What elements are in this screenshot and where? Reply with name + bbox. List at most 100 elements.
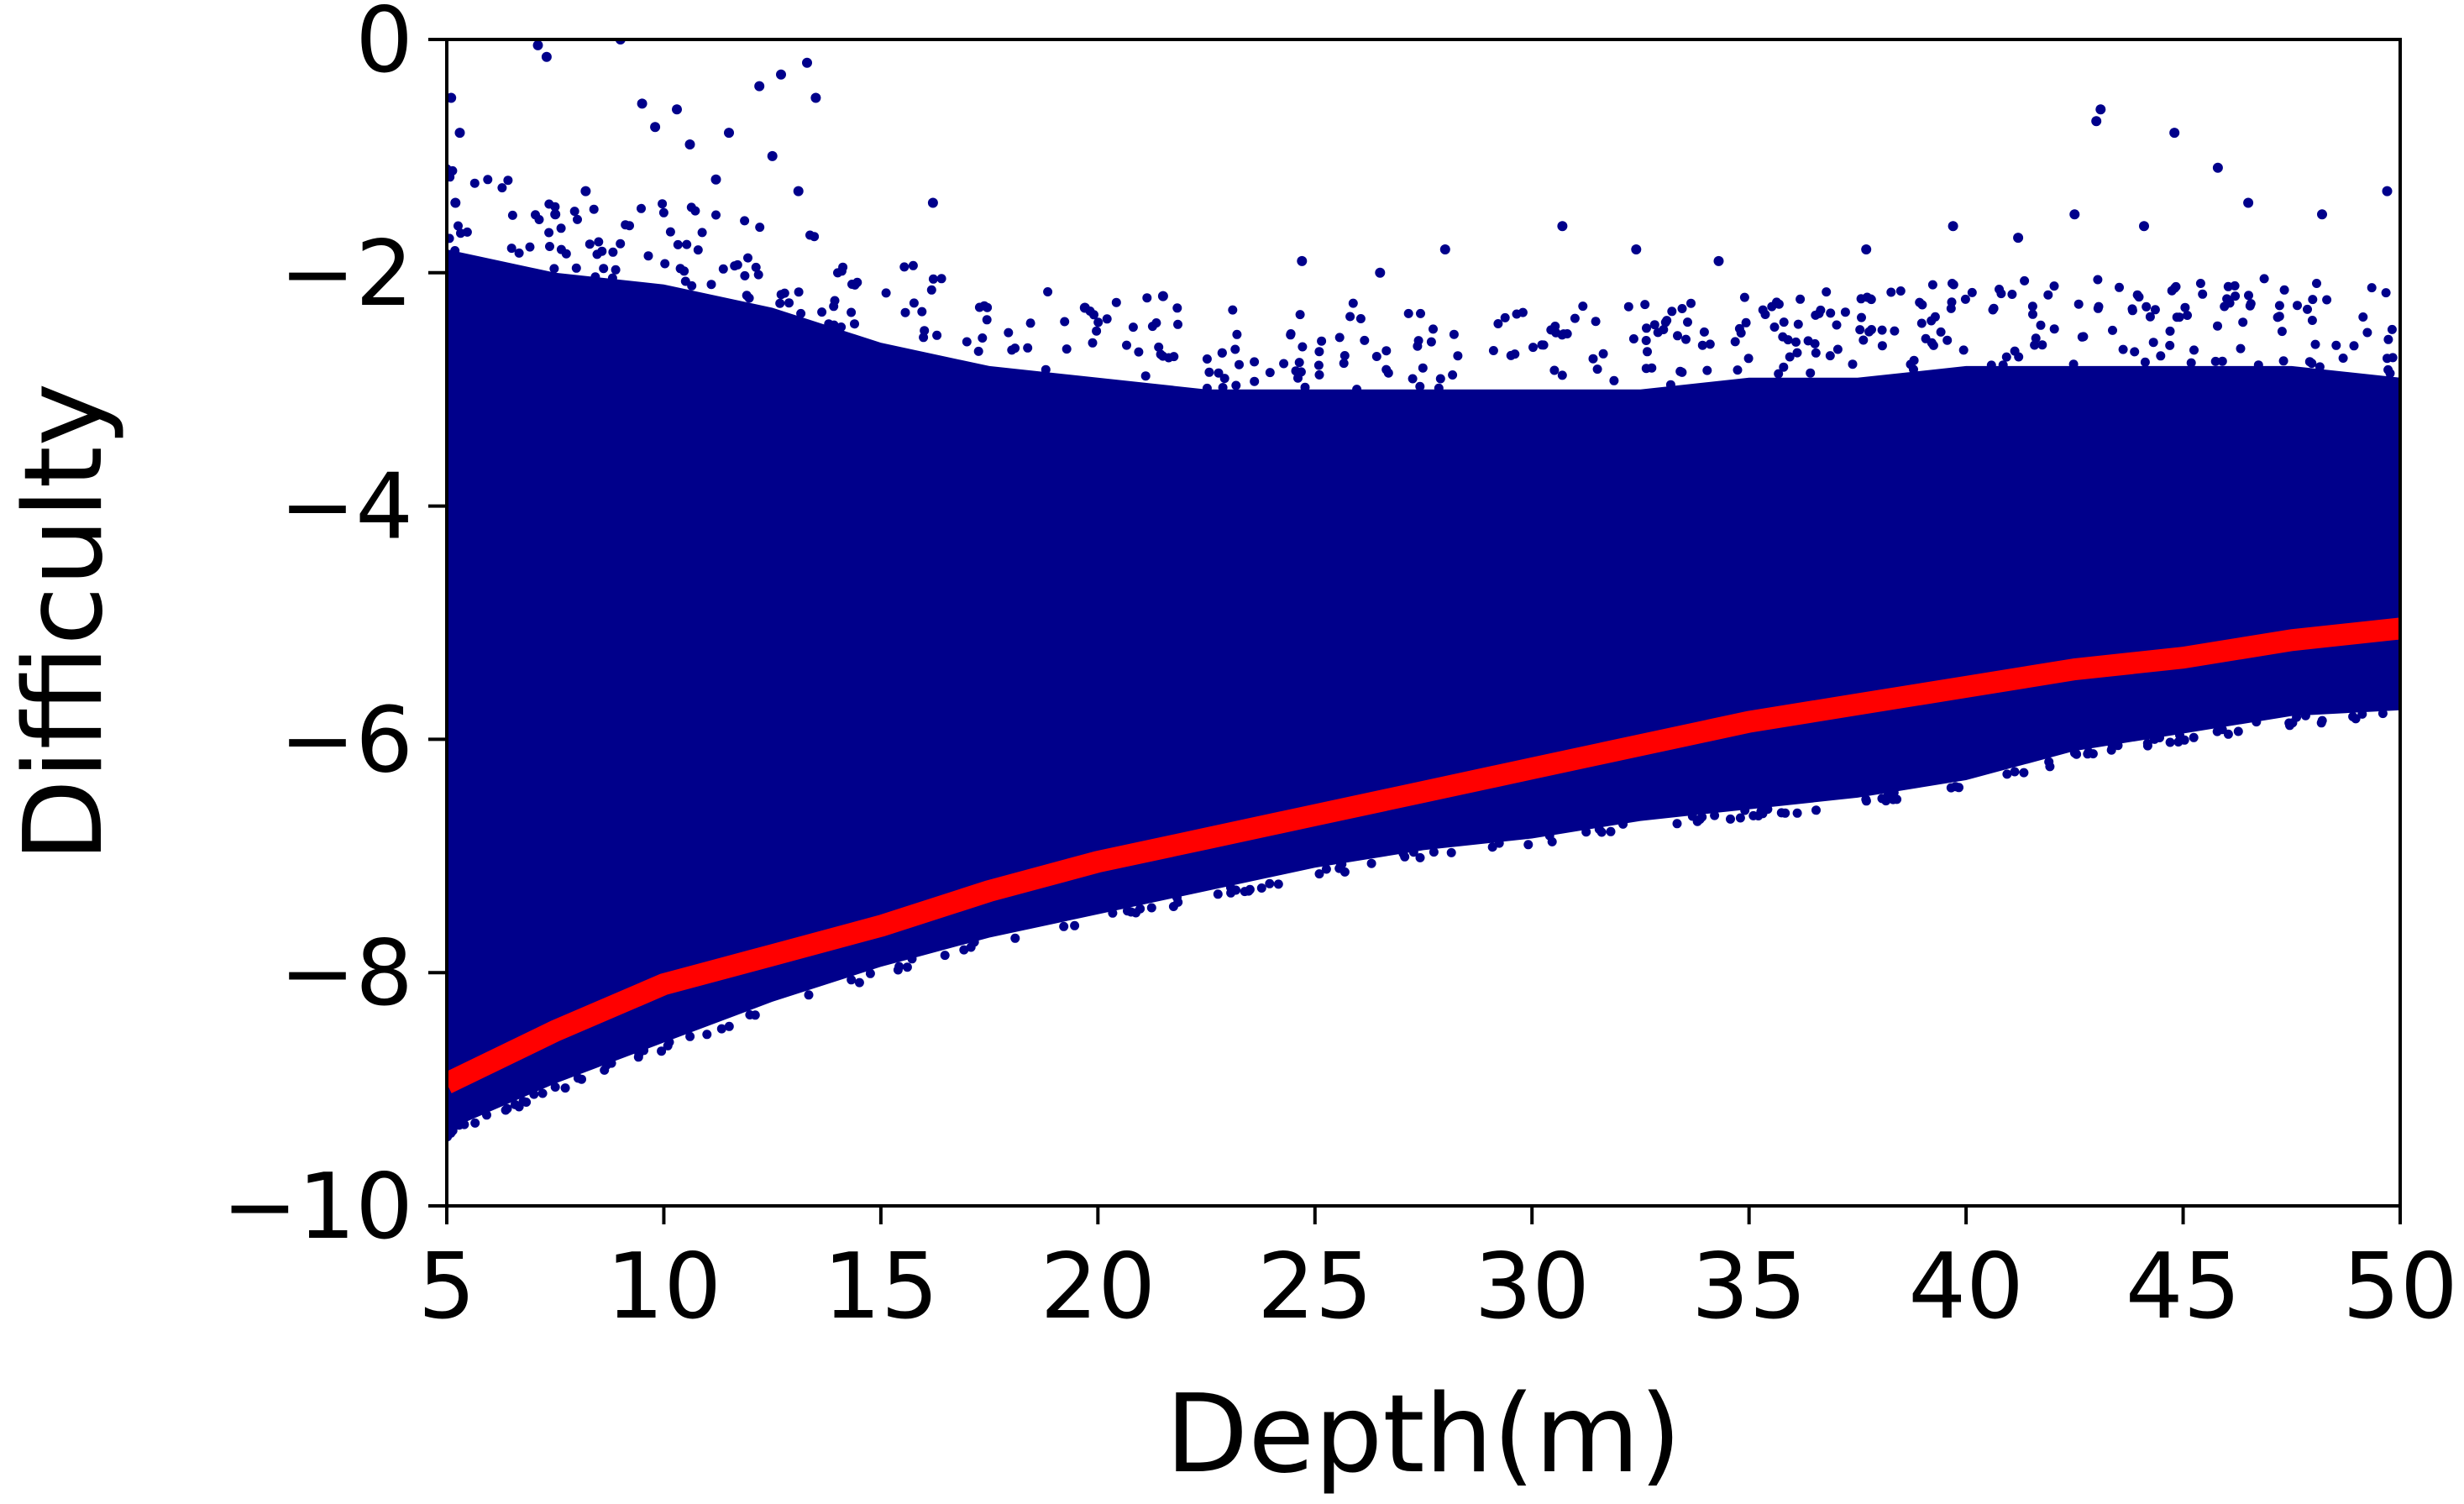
scatter-point	[2387, 324, 2397, 334]
scatter-point	[1705, 339, 1715, 349]
scatter-point	[2030, 340, 2040, 350]
scatter-point	[672, 104, 682, 115]
scatter-point	[2253, 360, 2263, 370]
scatter-point	[1089, 310, 1098, 320]
scatter-point	[1628, 334, 1638, 343]
scatter-point	[2142, 301, 2152, 312]
scatter-point	[541, 51, 552, 62]
scatter-point	[1840, 307, 1850, 317]
scatter-point	[1591, 317, 1601, 327]
scatter-point	[767, 150, 778, 161]
scatter-point	[2139, 221, 2149, 232]
scatter-point	[600, 1065, 610, 1075]
scatter-point	[1345, 312, 1355, 322]
x-tick-label: 40	[1908, 1234, 2023, 1339]
scatter-point	[502, 1103, 512, 1114]
scatter-point	[2113, 741, 2123, 751]
scatter-point	[932, 330, 942, 340]
scatter-point	[503, 176, 513, 186]
scatter-point	[1996, 289, 2006, 299]
scatter-point	[660, 259, 670, 269]
scatter-point	[2278, 356, 2288, 366]
scatter-point	[1232, 329, 1242, 339]
scatter-point	[1355, 314, 1366, 323]
scatter-point	[1948, 221, 1958, 232]
scatter-point	[1298, 342, 1308, 352]
scatter-point	[1667, 307, 1677, 317]
scatter-point	[1231, 380, 1241, 390]
scatter-point	[1134, 347, 1144, 357]
scatter-point	[2233, 726, 2243, 736]
scatter-point	[2001, 352, 2011, 362]
scatter-point	[1204, 367, 1214, 377]
plot-area	[447, 39, 2400, 1142]
scatter-point	[1231, 885, 1241, 895]
scatter-point	[1381, 364, 1392, 375]
scatter-point	[665, 227, 675, 237]
scatter-point	[2315, 362, 2325, 372]
scatter-point	[1892, 794, 1902, 804]
scatter-band	[447, 249, 2400, 1130]
scatter-point	[1313, 360, 1324, 370]
scatter-point	[621, 220, 631, 230]
scatter-point	[1791, 337, 1801, 347]
scatter-point	[2259, 274, 2269, 284]
scatter-point	[2094, 301, 2104, 312]
scatter-point	[1273, 879, 1283, 889]
scatter-point	[447, 233, 454, 244]
scatter-fringe-points	[447, 164, 2398, 1142]
scatter-point	[1217, 348, 1227, 358]
scatter-point	[577, 1074, 586, 1084]
scatter-point	[1279, 359, 1289, 369]
scatter-point	[585, 239, 595, 249]
scatter-point	[2377, 709, 2388, 719]
scatter-point	[920, 326, 930, 336]
scatter-point	[1733, 365, 1743, 375]
scatter-point	[590, 272, 600, 282]
scatter-point	[1816, 305, 1826, 315]
scatter-point	[1408, 847, 1418, 857]
scatter-point	[1825, 351, 1835, 361]
scatter-point	[1792, 348, 1802, 358]
scatter-point	[1256, 883, 1266, 893]
scatter-point	[1429, 324, 1438, 334]
scatter-point	[802, 57, 812, 68]
scatter-point	[2093, 275, 2103, 285]
scatter-point	[817, 307, 827, 317]
scatter-point	[1740, 805, 1750, 815]
scatter-point	[1172, 303, 1182, 313]
scatter-point	[776, 290, 786, 300]
scatter-point	[1730, 337, 1740, 347]
scatter-point	[1494, 838, 1504, 848]
scatter-point	[1958, 345, 1969, 355]
scatter-point	[1988, 305, 1998, 315]
scatter-point	[1862, 292, 1872, 302]
scatter-point	[447, 172, 455, 182]
scatter-point	[710, 174, 721, 185]
scatter-point	[2349, 341, 2359, 351]
scatter-point	[1219, 374, 1229, 384]
y-tick-label: −6	[280, 688, 413, 793]
scatter-point	[2169, 128, 2180, 139]
scatter-point	[1439, 244, 1450, 254]
scatter-point	[2083, 749, 2093, 759]
scatter-point	[1877, 341, 1887, 351]
scatter-point	[881, 288, 891, 298]
scatter-point	[1314, 869, 1324, 879]
scatter-point	[1544, 831, 1554, 841]
scatter-point	[637, 203, 646, 213]
scatter-point	[2310, 339, 2320, 349]
y-tick-label: −2	[280, 222, 413, 327]
scatter-point	[1339, 359, 1349, 369]
scatter-point	[2277, 327, 2287, 337]
scatter-point	[525, 242, 535, 252]
scatter-point	[2130, 347, 2140, 357]
scatter-point	[1890, 326, 1900, 336]
scatter-point	[1675, 366, 1685, 376]
scatter-point	[2132, 290, 2142, 300]
scatter-point	[2073, 299, 2084, 309]
scatter-point	[1967, 287, 1977, 297]
x-tick-label: 25	[1257, 1234, 1372, 1339]
scatter-point	[2031, 333, 2041, 343]
scatter-point	[1173, 319, 1182, 329]
